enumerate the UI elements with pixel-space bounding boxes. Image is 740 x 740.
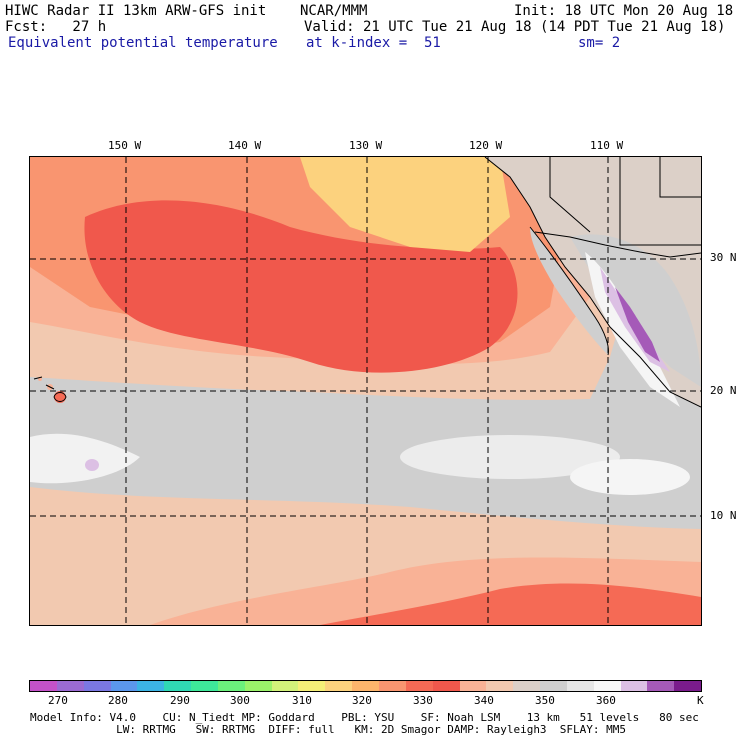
colorbar-swatch bbox=[459, 681, 487, 691]
lon-label-140w: 140 W bbox=[228, 139, 262, 152]
colorbar-swatch bbox=[83, 681, 111, 691]
lat-label-20n: 20 N bbox=[710, 384, 737, 397]
coastline bbox=[484, 157, 701, 408]
red-band-south bbox=[320, 583, 701, 625]
colorbar-label-290: 290 bbox=[170, 694, 190, 707]
colorbar-label-330: 330 bbox=[413, 694, 433, 707]
map-panel[interactable] bbox=[29, 156, 702, 626]
colorbar bbox=[29, 680, 702, 692]
model-info-line1: Model Info: V4.0 CU: N_Tiedt MP: Goddard… bbox=[30, 711, 699, 724]
colorbar-swatch bbox=[486, 681, 514, 691]
colorbar-swatch bbox=[513, 681, 541, 691]
us-mexico-border bbox=[534, 231, 701, 258]
colorbar-swatch bbox=[298, 681, 326, 691]
institution-label: NCAR/MMM bbox=[300, 3, 368, 19]
lon-label-150w: 150 W bbox=[108, 139, 142, 152]
tropical-white-west bbox=[30, 433, 140, 484]
hawaii-big-island bbox=[54, 391, 66, 403]
baja-peninsula bbox=[530, 227, 609, 355]
colorbar-label-310: 310 bbox=[292, 694, 312, 707]
init-time: Init: 18 UTC Mon 20 Aug 18 bbox=[514, 3, 734, 19]
colorbar-swatch bbox=[191, 681, 218, 691]
colorbar-label-270: 270 bbox=[48, 694, 68, 707]
model-title: HIWC Radar II 13km ARW-GFS init bbox=[5, 3, 267, 19]
tropical-white-mid bbox=[400, 435, 620, 479]
hawaii-outline bbox=[33, 376, 67, 402]
colorbar-label-320: 320 bbox=[352, 694, 372, 707]
colorbar-swatch bbox=[271, 681, 299, 691]
colorbar-label-280: 280 bbox=[108, 694, 128, 707]
colorbar-swatch bbox=[244, 681, 272, 691]
land-purple-ridge bbox=[615, 287, 660, 362]
colorbar-swatch bbox=[540, 681, 567, 691]
colorbar-unit: K bbox=[697, 694, 704, 707]
red-core bbox=[84, 200, 518, 373]
state-borders bbox=[549, 157, 701, 246]
colorbar-swatch bbox=[110, 681, 138, 691]
forecast-hour: Fcst: 27 h bbox=[5, 19, 107, 35]
model-info-line2: LW: RRTMG SW: RRTMG DIFF: full KM: 2D Sm… bbox=[30, 723, 627, 736]
baja-coastline bbox=[529, 226, 609, 356]
lon-label-110w: 110 W bbox=[590, 139, 624, 152]
colorbar-swatch bbox=[217, 681, 245, 691]
colorbar-swatch bbox=[378, 681, 406, 691]
colorbar-swatch bbox=[620, 681, 648, 691]
colorbar-label-300: 300 bbox=[230, 694, 250, 707]
lon-label-120w: 120 W bbox=[469, 139, 503, 152]
colorbar-swatch bbox=[352, 681, 379, 691]
colorbar-swatch bbox=[647, 681, 675, 691]
valid-time: Valid: 21 UTC Tue 21 Aug 18 (14 PDT Tue … bbox=[304, 19, 726, 35]
colorbar-label-350: 350 bbox=[535, 694, 555, 707]
colorbar-label-360: 360 bbox=[596, 694, 616, 707]
cyclone-lilac bbox=[85, 459, 99, 471]
lon-label-130w: 130 W bbox=[349, 139, 383, 152]
colorbar-swatch bbox=[30, 681, 57, 691]
colorbar-swatch bbox=[325, 681, 353, 691]
colorbar-label-340: 340 bbox=[474, 694, 494, 707]
theta-e-field bbox=[30, 157, 701, 625]
tropical-white-east bbox=[570, 459, 690, 495]
graticule bbox=[30, 157, 701, 625]
colorbar-swatch bbox=[164, 681, 192, 691]
yellow-northeast bbox=[300, 157, 510, 252]
colorbar-swatch bbox=[432, 681, 460, 691]
lat-label-30n: 30 N bbox=[710, 251, 737, 264]
colorbar-swatch bbox=[405, 681, 433, 691]
level-index: at k-index = 51 bbox=[306, 35, 441, 51]
colorbar-swatch bbox=[137, 681, 165, 691]
field-name: Equivalent potential temperature bbox=[8, 35, 278, 51]
colorbar-swatch bbox=[674, 681, 702, 691]
colorbar-swatch bbox=[593, 681, 621, 691]
lat-label-10n: 10 N bbox=[710, 509, 737, 522]
colorbar-swatch bbox=[56, 681, 84, 691]
colorbar-swatch bbox=[566, 681, 594, 691]
smoothing-label: sm= 2 bbox=[578, 35, 621, 51]
